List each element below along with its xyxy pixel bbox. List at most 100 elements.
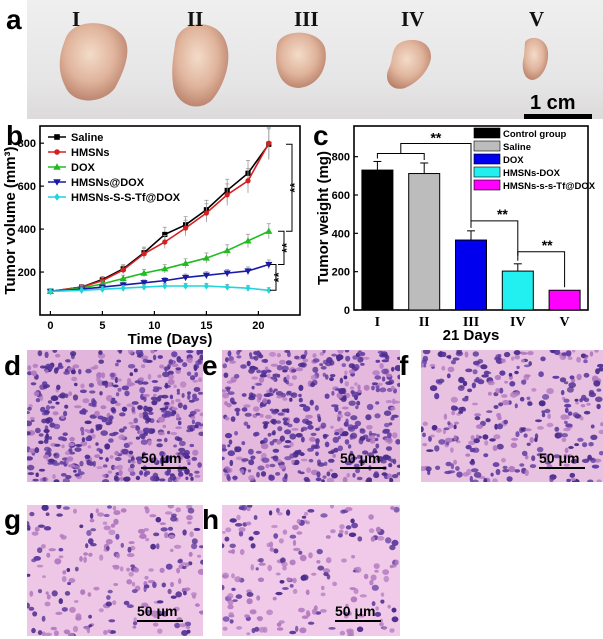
data-point-hmsns-s-s-tf-dox <box>224 283 230 291</box>
group-label-3: III <box>294 7 319 31</box>
bar-ii <box>408 173 441 311</box>
data-point-hmsns-dox <box>182 274 190 282</box>
legend-swatch-saline <box>473 140 501 152</box>
legend-marker-hmsns-s-s-tf-dox <box>54 193 60 201</box>
significance-bracket <box>517 251 566 288</box>
y-axis-label: Tumor weight (mg) <box>315 151 332 285</box>
series-dox <box>46 223 273 294</box>
data-point-hmsns-s-s-tf-dox <box>162 282 168 290</box>
panel-label-e: e <box>202 350 218 381</box>
data-point-hmsns-s-s-tf-dox <box>183 282 189 290</box>
plot-frame <box>39 125 301 316</box>
micrograph-scale-label: 50 μm <box>340 450 381 466</box>
x-tick-label: IV <box>510 315 526 330</box>
tumor-volume-chart: 0 5 10 15 20 200 400 600 800 Time (Days) Tumor vol… <box>2 125 302 348</box>
data-point-saline <box>162 231 168 238</box>
tumor-specimen-1 <box>59 23 128 101</box>
legend-label-dox: DOX <box>503 155 524 166</box>
legend-swatch-hmsns-dox <box>473 166 501 178</box>
data-point-hmsns-dox <box>161 278 169 285</box>
tumor-specimen-4 <box>386 39 432 89</box>
x-tick-label: V <box>560 315 570 330</box>
data-point-hmsns-dox <box>202 272 210 279</box>
group-label-5: V <box>529 7 545 31</box>
legend-label-hmsns-s-s-tf-dox: HMSNs-s-s-Tf@DOX <box>503 181 596 192</box>
micrograph-texture <box>421 350 603 482</box>
panel-label-g: g <box>4 504 22 535</box>
y-tick-label: 200 <box>18 267 36 279</box>
significance-label: ** <box>497 206 508 222</box>
tumor-photo: I II III IV V 1 cm <box>27 0 603 119</box>
x-axis-label: Time (Days) <box>128 331 213 348</box>
legend-marker-hmsns <box>54 149 60 155</box>
legend: Saline HMSNs DOX HMSNs@DOX HMSNs-S-S-Tf@DOX <box>48 132 181 204</box>
data-point-dox <box>244 237 252 244</box>
data-point-dox <box>202 254 210 261</box>
micrograph-scale-bar <box>137 620 183 622</box>
significance-label: ** <box>279 242 294 253</box>
data-point-dox <box>140 269 148 276</box>
bar-v <box>548 289 581 311</box>
data-point-hmsns <box>183 225 189 231</box>
group-label-2: II <box>187 7 204 31</box>
x-tick-label: II <box>419 315 430 330</box>
significance-bracket <box>278 230 285 266</box>
micrograph-texture <box>222 505 400 636</box>
series-line-dox <box>50 230 270 293</box>
bar-iii <box>455 239 487 311</box>
legend-marker-saline <box>54 134 60 140</box>
x-tick-label: 10 <box>148 320 160 332</box>
micrograph-texture <box>27 505 203 636</box>
micrograph-g: 50 μm <box>27 505 203 636</box>
data-point-dox <box>223 246 231 254</box>
panel-label-c: c <box>313 120 329 151</box>
micrograph-h: 50 μm <box>222 505 400 636</box>
data-point-hmsns-dox <box>244 268 252 275</box>
group-label-1: I <box>72 7 81 31</box>
y-tick-label: 600 <box>18 181 36 193</box>
micrograph-scale-label: 50 μm <box>137 603 178 619</box>
y-tick-label: 400 <box>18 224 36 236</box>
tumor-specimen-5 <box>522 37 549 80</box>
legend-swatch-control-group <box>473 127 501 139</box>
legend-label-hmsns-dox: HMSNs@DOX <box>71 177 145 189</box>
data-point-hmsns <box>266 140 272 146</box>
data-point-hmsns <box>141 251 147 257</box>
x-tick-label: III <box>463 315 479 330</box>
bar-i <box>361 169 394 311</box>
y-axis-label: Tumor volume (mm³) <box>2 146 19 294</box>
group-label-4: IV <box>401 7 425 31</box>
significance-label: ** <box>287 182 302 193</box>
data-point-hmsns-dox <box>223 270 231 277</box>
legend-label-hmsns-s-s-tf-dox: HMSNs-S-S-Tf@DOX <box>71 192 181 204</box>
x-tick-label: 15 <box>200 320 212 332</box>
tumor-specimen-3 <box>275 32 326 88</box>
y-tick-label: 0 <box>344 305 350 317</box>
legend-swatch-dox <box>473 153 501 165</box>
y-tick-label: 800 <box>18 138 36 150</box>
significance-bracket <box>270 264 277 291</box>
legend-label-saline: Saline <box>71 132 103 144</box>
panel-label-b: b <box>6 120 24 151</box>
significance-label: ** <box>542 237 553 253</box>
significance-bracket <box>376 152 425 160</box>
data-point-dox <box>265 227 273 234</box>
data-point-hmsns <box>203 210 209 216</box>
data-point-dox <box>182 259 190 267</box>
micrograph-scale-label: 50 μm <box>141 450 182 466</box>
x-tick-label: I <box>375 315 380 330</box>
x-tick-label: 20 <box>252 320 264 332</box>
tumor-photo-specimens <box>59 23 549 107</box>
significance-bracket <box>400 142 472 228</box>
photo-scale-label: 1 cm <box>530 92 576 114</box>
data-point-hmsns <box>162 239 168 245</box>
micrograph-d: 50 μm <box>27 350 203 482</box>
x-tick-label: 5 <box>99 320 105 332</box>
panel-label-d: d <box>4 350 22 381</box>
micrograph-texture <box>27 350 203 482</box>
significance-bracket <box>286 143 293 232</box>
micrograph-scale-bar <box>335 620 381 622</box>
data-point-dox <box>161 265 169 272</box>
data-point-hmsns-dox <box>265 261 273 269</box>
